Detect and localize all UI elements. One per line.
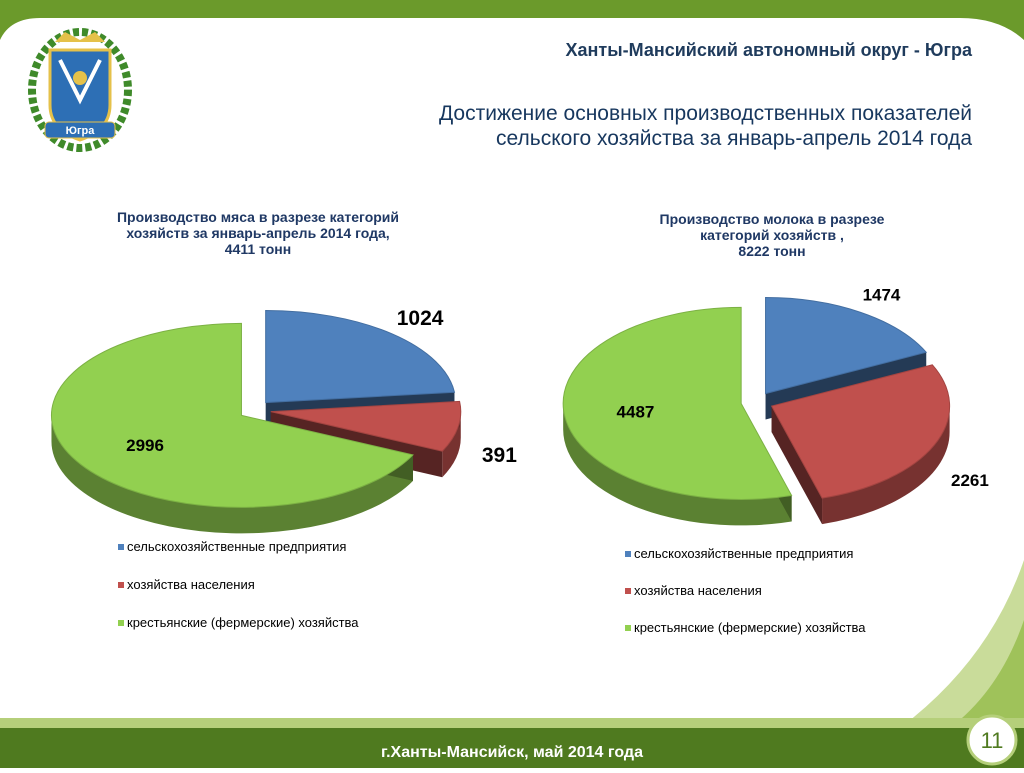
footer-band	[0, 728, 1024, 768]
legend-label: хозяйства населения	[634, 583, 762, 598]
legend-swatch	[625, 551, 631, 557]
chart-title: 4411 тонн	[225, 241, 291, 257]
slice-edge	[771, 406, 823, 525]
page-badge	[966, 714, 1018, 766]
legend-label: крестьянские (фермерские) хозяйства	[127, 615, 359, 630]
legend-swatch	[118, 582, 124, 588]
legend-swatch	[625, 588, 631, 594]
slice	[50, 322, 414, 508]
subtitle: сельского хозяйства за январь-апрель 201…	[496, 127, 972, 150]
region-title: Ханты-Мансийский автономный округ - Югра	[566, 40, 973, 60]
chart-title: категорий хозяйств ,	[700, 227, 844, 243]
chart-title: Производство мяса в разрезе категорий	[117, 209, 399, 225]
page-number: 11	[981, 728, 1004, 753]
chart-title: Производство молока в разрезе	[660, 211, 885, 227]
slice-side	[822, 406, 950, 525]
chart-title: хозяйств за январь-апрель 2014 года,	[126, 225, 389, 241]
corner-decor	[950, 620, 1024, 728]
legend-label: хозяйства населения	[127, 577, 255, 592]
slice-side	[442, 411, 461, 478]
subtitle: Достижение основных производственных пок…	[439, 102, 972, 125]
slice	[765, 297, 928, 395]
data-label: 2261	[951, 471, 989, 490]
slice	[770, 364, 951, 499]
legend-label: сельскохозяйственные предприятия	[634, 546, 853, 561]
data-label: 1474	[863, 286, 901, 305]
legend-swatch	[625, 625, 631, 631]
legend-swatch	[118, 544, 124, 550]
chart-title: 8222 тонн	[738, 243, 805, 259]
legend-label: крестьянские (фермерские) хозяйства	[634, 620, 866, 635]
data-label: 2996	[126, 436, 164, 455]
data-label: 1024	[397, 307, 444, 330]
slice	[562, 306, 793, 500]
footer-stripe	[0, 718, 1024, 730]
slice	[270, 400, 462, 452]
data-label: 4487	[617, 403, 655, 422]
pie	[562, 297, 951, 526]
data-label: 391	[482, 444, 517, 467]
slice-side	[563, 403, 792, 526]
emblem-label: Югра	[66, 125, 96, 137]
pie	[50, 310, 462, 534]
emblem: Югра	[28, 28, 132, 152]
footer-text: г.Ханты-Мансийск, май 2014 года	[381, 744, 643, 761]
slice-side	[51, 415, 413, 534]
slice	[265, 310, 456, 404]
legend-label: сельскохозяйственные предприятия	[127, 539, 346, 554]
top-band	[0, 0, 1024, 40]
legend-swatch	[118, 620, 124, 626]
